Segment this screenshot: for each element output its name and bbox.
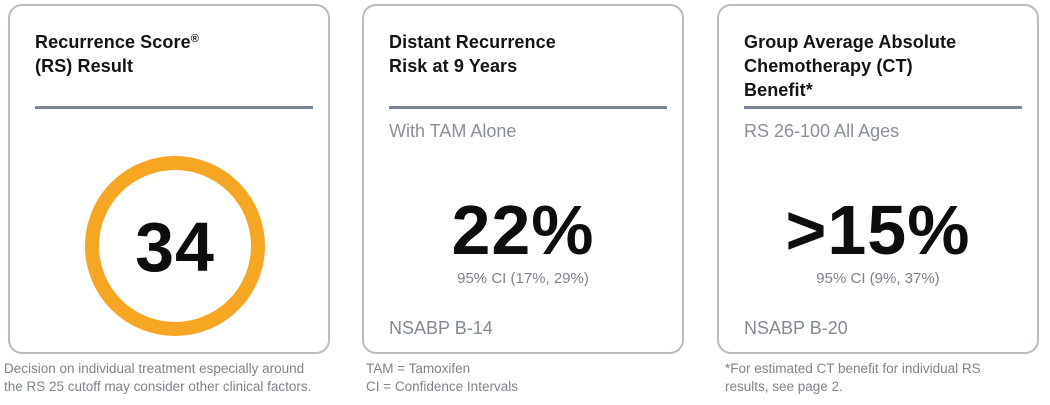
ct-benefit-card: Group Average Absolute Chemotherapy (CT)…: [717, 4, 1039, 354]
footnote: Decision on individual treatment especia…: [4, 360, 344, 396]
footnote-line: the RS 25 cutoff may consider other clin…: [4, 379, 312, 394]
rs-result-card: Recurrence Score® (RS) Result 34: [8, 4, 330, 354]
footnote-line: *For estimated CT benefit for individual…: [725, 361, 981, 376]
footnote-line: TAM = Tamoxifen: [366, 361, 471, 376]
score-ring-badge: 34: [85, 156, 265, 336]
study-source: NSABP B-14: [389, 318, 493, 338]
card-subtitle: With TAM Alone: [389, 121, 517, 141]
confidence-interval: 95% CI (17%, 29%): [457, 270, 589, 287]
footnote-line: CI = Confidence Intervals: [366, 379, 518, 394]
divider: [35, 106, 313, 109]
registered-mark: ®: [190, 33, 199, 45]
rs-score-value: 34: [135, 208, 215, 286]
footnote-line: Decision on individual treatment especia…: [4, 361, 305, 376]
footnote: *For estimated CT benefit for individual…: [725, 360, 1050, 396]
distant-recurrence-card: Distant Recurrence Risk at 9 Years With …: [362, 4, 684, 354]
footnote-line: results, see page 2.: [725, 379, 843, 394]
card-title: Recurrence Score® (RS) Result: [35, 30, 325, 78]
title-line: (RS) Result: [35, 56, 134, 76]
title-line: Recurrence Score: [35, 32, 191, 52]
divider: [744, 106, 1022, 109]
benefit-value: >15%: [785, 191, 971, 269]
risk-value: 22%: [451, 191, 595, 269]
study-source: NSABP B-20: [744, 318, 848, 338]
footnote: TAM = Tamoxifen CI = Confidence Interval…: [366, 360, 706, 396]
divider: [389, 106, 667, 109]
card-title: Distant Recurrence Risk at 9 Years: [389, 32, 556, 76]
confidence-interval: 95% CI (9%, 37%): [816, 270, 940, 287]
card-title: Group Average Absolute Chemotherapy (CT)…: [744, 32, 957, 100]
card-subtitle: RS 26-100 All Ages: [744, 121, 900, 141]
